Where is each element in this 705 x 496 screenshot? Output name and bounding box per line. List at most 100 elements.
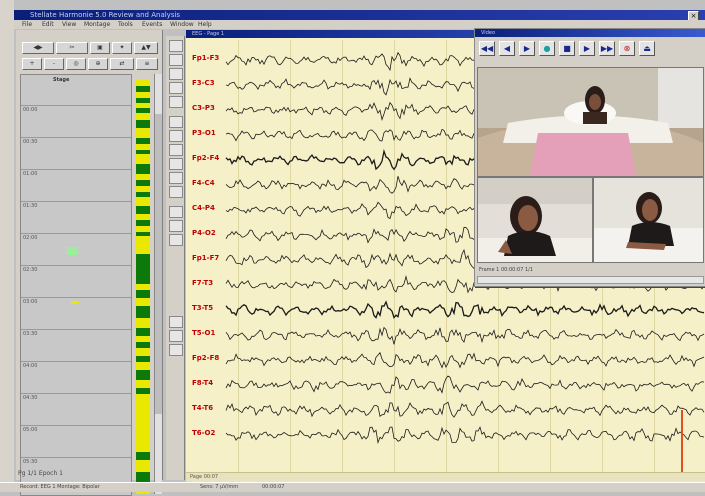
pointer-icon[interactable] bbox=[169, 40, 183, 52]
time-gridline bbox=[290, 40, 291, 480]
video-title-bar[interactable]: Video bbox=[475, 29, 705, 37]
status-right: 00:00:07 bbox=[262, 484, 285, 490]
toolbar-button-4[interactable]: ✦ bbox=[112, 42, 132, 54]
menu-window[interactable]: Window bbox=[170, 21, 194, 28]
menu-file[interactable]: File bbox=[22, 21, 33, 28]
channel-label[interactable]: Fp1-F7 bbox=[192, 254, 220, 262]
status-bar: Record: EEG 1 Montage: Bipolar Sens: 7 µ… bbox=[0, 482, 705, 492]
desktop-edge bbox=[0, 0, 14, 491]
speed-icon[interactable] bbox=[169, 172, 183, 184]
video-camera-right[interactable] bbox=[593, 177, 704, 263]
channel-label[interactable]: T6-O2 bbox=[192, 429, 216, 437]
loop-button[interactable]: ● bbox=[539, 41, 555, 56]
main-title-bar[interactable]: Stellate Harmonie 5.0 Review and Analysi… bbox=[14, 10, 705, 21]
channel-label[interactable]: C4-P4 bbox=[192, 204, 215, 212]
video-camera-left[interactable] bbox=[477, 177, 593, 263]
menu-edit[interactable]: Edit bbox=[42, 21, 54, 28]
step-back-button[interactable]: ◀ bbox=[499, 41, 515, 56]
menu-view[interactable]: View bbox=[62, 21, 77, 28]
zoom-in-button[interactable]: + bbox=[22, 58, 42, 70]
status-left: Record: EEG 1 Montage: Bipolar bbox=[20, 484, 100, 490]
video-scrollbar[interactable] bbox=[477, 276, 704, 284]
video-window[interactable]: Video ◀◀ ◀ ▶ ● ■ ▶ ▶▶ ⊗ ⏏ bbox=[474, 28, 705, 287]
channel-label[interactable]: T3-T5 bbox=[192, 304, 214, 312]
channel-label[interactable]: C3-P3 bbox=[192, 104, 215, 112]
toolbar-button-5[interactable]: ▲▼ bbox=[134, 42, 158, 54]
fast-forward-button[interactable]: ▶▶ bbox=[599, 41, 615, 56]
channel-label[interactable]: P3-O1 bbox=[192, 129, 216, 137]
row-label: 05:00 bbox=[23, 427, 38, 433]
row-label: 01:00 bbox=[23, 171, 38, 177]
eeg-trace bbox=[225, 300, 705, 319]
row-label: 03:00 bbox=[23, 299, 38, 305]
hypnogram-grid[interactable]: Stage 00:00 00:30 01:00 01:30 02:00 02:3… bbox=[20, 74, 132, 496]
menu-events[interactable]: Events bbox=[142, 21, 163, 28]
channel-label[interactable]: F3-C3 bbox=[192, 79, 215, 87]
filter-icon[interactable] bbox=[169, 116, 183, 128]
spike-icon[interactable] bbox=[169, 206, 183, 218]
event-marker[interactable] bbox=[71, 301, 79, 304]
down-arrow-icon[interactable] bbox=[169, 330, 183, 342]
scissors-icon[interactable]: ✂ bbox=[56, 42, 88, 54]
up-arrow-icon[interactable] bbox=[169, 316, 183, 328]
eject-button[interactable]: ⏏ bbox=[639, 41, 655, 56]
channel-label[interactable]: T5-O1 bbox=[192, 329, 216, 337]
swap-icon[interactable]: ⇄ bbox=[110, 58, 134, 70]
tool-strip bbox=[166, 36, 185, 480]
channel-label[interactable]: Fp2-F4 bbox=[192, 154, 220, 162]
zoom-out-button[interactable]: - bbox=[44, 58, 64, 70]
channel-label[interactable]: Fp2-F8 bbox=[192, 354, 220, 362]
sleep-stage-bar[interactable] bbox=[136, 80, 150, 494]
event-icon[interactable] bbox=[169, 186, 183, 198]
app-title: Stellate Harmonie 5.0 Review and Analysi… bbox=[30, 11, 181, 19]
left-scrollbar[interactable] bbox=[154, 74, 162, 494]
row-label: 00:30 bbox=[23, 139, 38, 145]
row-label: 02:30 bbox=[23, 267, 38, 273]
note-icon[interactable] bbox=[169, 220, 183, 232]
event-marker[interactable] bbox=[67, 247, 77, 255]
eeg-trace bbox=[225, 326, 705, 345]
zoom-button[interactable]: ⊗ bbox=[619, 41, 635, 56]
print-icon[interactable] bbox=[169, 234, 183, 246]
play-button[interactable]: ▶ bbox=[519, 41, 535, 56]
crosshair-icon[interactable]: ⊕ bbox=[88, 58, 108, 70]
montage-icon[interactable] bbox=[169, 158, 183, 170]
menu-tools[interactable]: Tools bbox=[118, 21, 133, 28]
channel-label[interactable]: F4-C4 bbox=[192, 179, 215, 187]
grid-icon[interactable] bbox=[169, 344, 183, 356]
channel-label[interactable]: P4-O2 bbox=[192, 229, 216, 237]
step-forward-button[interactable]: ▶ bbox=[579, 41, 595, 56]
time-gridline bbox=[238, 40, 239, 480]
toolbar-button-1[interactable]: ◀▶ bbox=[22, 42, 54, 54]
video-status: Frame 1 00:00:07 1/1 bbox=[479, 267, 534, 273]
eeg-window-title: EEG - Page 1 bbox=[192, 31, 225, 37]
channel-label[interactable]: F8-T4 bbox=[192, 379, 214, 387]
measure-icon[interactable] bbox=[169, 82, 183, 94]
eeg-title-bar[interactable]: EEG - Page 1 bbox=[186, 30, 705, 38]
gain-up-icon[interactable] bbox=[169, 130, 183, 142]
video-main-view[interactable] bbox=[477, 67, 704, 177]
menu-montage[interactable]: Montage bbox=[84, 21, 111, 28]
select-icon[interactable] bbox=[169, 54, 183, 66]
hypnogram-panel: ◀▶ ✂ ▣ ✦ ▲▼ + - ◎ ⊕ ⇄ ≡ Stage 00:00 00:3… bbox=[16, 30, 163, 496]
gain-down-icon[interactable] bbox=[169, 144, 183, 156]
row-label: 02:00 bbox=[23, 235, 38, 241]
stop-button[interactable]: ■ bbox=[559, 41, 575, 56]
time-gridline bbox=[446, 40, 447, 480]
toolbar-button-3[interactable]: ▣ bbox=[90, 42, 110, 54]
row-label: 03:30 bbox=[23, 331, 38, 337]
time-marker[interactable] bbox=[681, 410, 683, 472]
target-icon[interactable]: ◎ bbox=[66, 58, 86, 70]
pen-icon[interactable] bbox=[169, 68, 183, 80]
rewind-fast-button[interactable]: ◀◀ bbox=[479, 41, 495, 56]
channel-label[interactable]: F7-T3 bbox=[192, 279, 214, 287]
ruler-icon[interactable] bbox=[169, 96, 183, 108]
time-gridline bbox=[342, 40, 343, 480]
eeg-trace bbox=[225, 375, 705, 394]
channel-label[interactable]: Fp1-F3 bbox=[192, 54, 220, 62]
eeg-trace bbox=[225, 351, 705, 369]
row-label: 04:00 bbox=[23, 363, 38, 369]
menu-help[interactable]: Help bbox=[198, 21, 212, 28]
list-icon[interactable]: ≡ bbox=[136, 58, 158, 70]
channel-label[interactable]: T4-T6 bbox=[192, 404, 214, 412]
